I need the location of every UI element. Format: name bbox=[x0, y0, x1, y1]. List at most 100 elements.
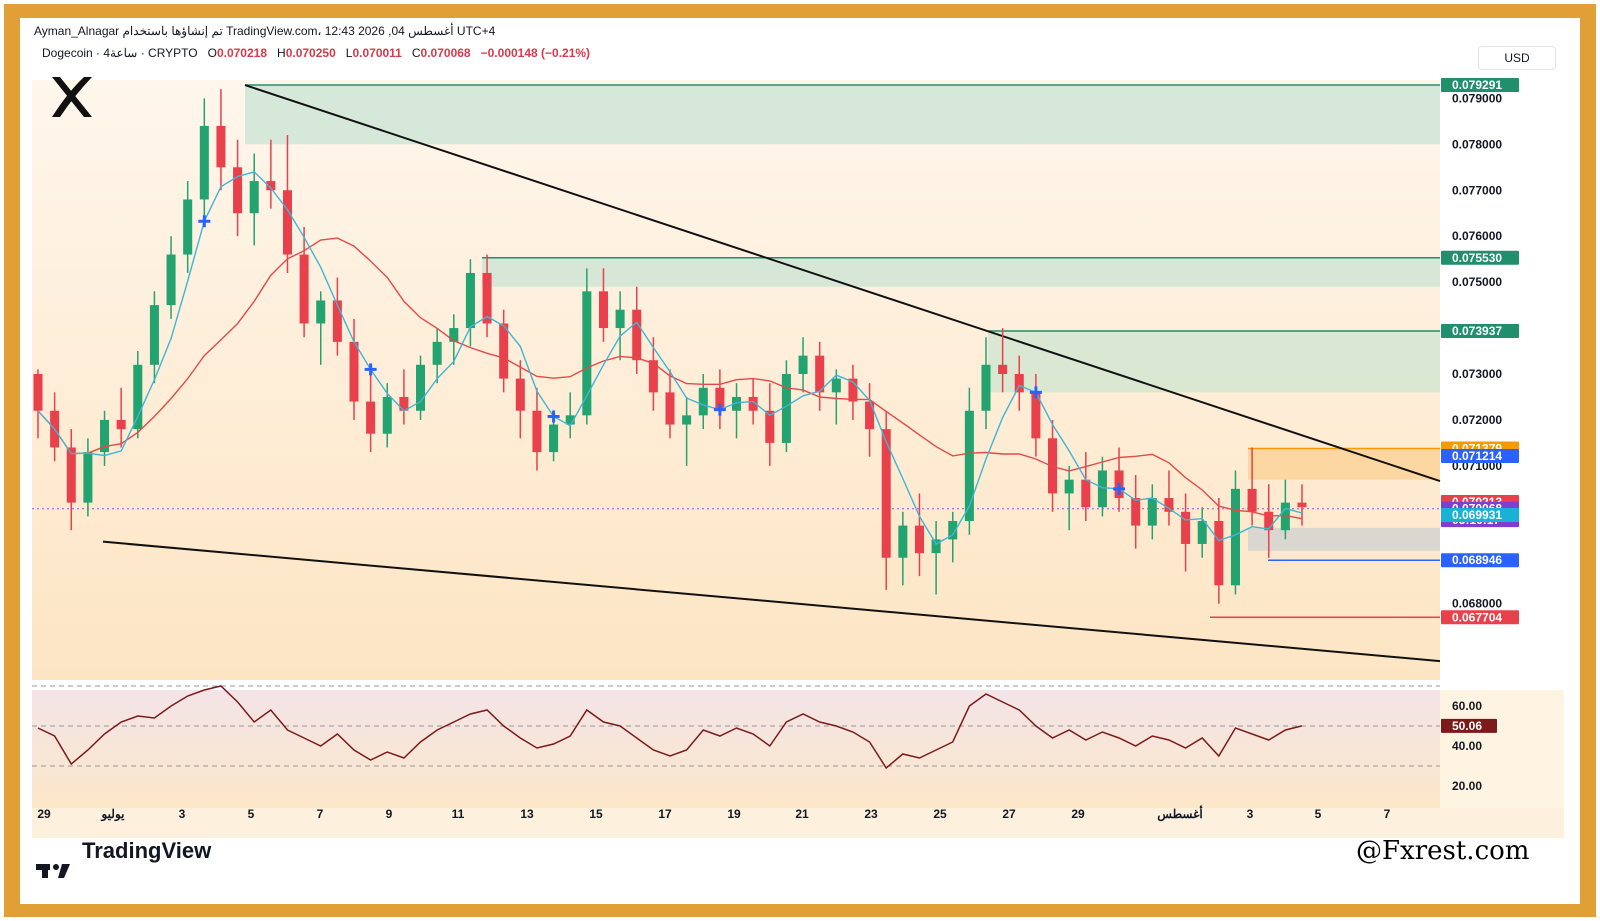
rsi-value-label: 50.06 bbox=[1452, 719, 1482, 733]
currency-button[interactable]: USD bbox=[1478, 46, 1556, 70]
rsi-layer bbox=[32, 685, 1440, 770]
candle-body bbox=[149, 305, 159, 365]
cross-marker-icon bbox=[1029, 386, 1042, 399]
low-label: L bbox=[345, 46, 353, 60]
cross-marker-icon bbox=[198, 215, 211, 228]
candle-body bbox=[948, 521, 958, 540]
candle-body bbox=[1014, 374, 1024, 393]
candle-body bbox=[515, 378, 525, 411]
candle-body bbox=[1131, 498, 1141, 526]
x-tick-label: يوليو bbox=[100, 807, 125, 822]
price-badge bbox=[1441, 553, 1519, 568]
cross-marker-icon bbox=[713, 403, 726, 416]
slow-moving-average-line bbox=[37, 237, 1303, 520]
y-tick-label: 0.079000 bbox=[1452, 91, 1502, 105]
price-badge-label: 0.069931 bbox=[1452, 508, 1502, 522]
candle-body bbox=[1147, 498, 1157, 526]
candle-body bbox=[100, 419, 110, 453]
price-badge-label: 0.068946 bbox=[1452, 553, 1502, 567]
symbol-title: Dogecoin · 4ساعة · CRYPTO bbox=[42, 46, 198, 60]
x-tick-label: 3 bbox=[1247, 807, 1254, 821]
candle-body bbox=[1280, 502, 1290, 531]
candle-body bbox=[931, 539, 941, 554]
candle-body bbox=[133, 364, 143, 430]
y-tick-label: 0.072000 bbox=[1452, 413, 1502, 427]
candle-body bbox=[898, 525, 908, 558]
x-tick-label: 29 bbox=[37, 807, 51, 821]
rsi-line bbox=[37, 685, 1303, 770]
candles-layer bbox=[33, 89, 1307, 604]
candle-body bbox=[83, 452, 93, 503]
price-badge bbox=[1441, 323, 1519, 338]
candle-body bbox=[748, 396, 758, 411]
tradingview-logo-text: TradingView bbox=[82, 838, 212, 863]
candle-body bbox=[632, 309, 642, 361]
price-badge-label: 0.067704 bbox=[1452, 610, 1502, 624]
candle-body bbox=[1297, 502, 1307, 508]
candle-body bbox=[199, 125, 209, 200]
x-tick-label: 13 bbox=[520, 807, 534, 821]
rsi-value-badge bbox=[1441, 718, 1497, 733]
candle-body bbox=[532, 410, 542, 453]
rsi-tick-label: 20.00 bbox=[1452, 779, 1482, 793]
time-axis-background bbox=[32, 808, 1564, 838]
y-tick-label: 0.077000 bbox=[1452, 183, 1502, 197]
candle-body bbox=[848, 378, 858, 402]
cross-marker-icon bbox=[1113, 482, 1126, 495]
open-label: O bbox=[207, 46, 217, 60]
price-badge bbox=[1441, 449, 1519, 464]
trendlines-layer bbox=[102, 84, 1441, 663]
y-tick-label: 0.078000 bbox=[1452, 137, 1502, 151]
x-tick-label: أغسطس bbox=[1157, 806, 1202, 822]
candle-body bbox=[1064, 479, 1074, 494]
y-tick-label: 0.073000 bbox=[1452, 367, 1502, 381]
candle-body bbox=[166, 254, 176, 306]
x-tick-label: 3 bbox=[179, 807, 186, 821]
candle-body bbox=[1197, 521, 1207, 544]
price-badge-label: 0.071214 bbox=[1452, 449, 1502, 463]
x-tick-label: 27 bbox=[1002, 807, 1016, 821]
zone-4 bbox=[1248, 448, 1440, 480]
candle-body bbox=[499, 323, 509, 379]
candle-body bbox=[981, 364, 991, 411]
change-value: −0.000148 (−0.21%) bbox=[480, 46, 591, 60]
candle-body bbox=[1097, 470, 1107, 508]
x-tick-label: 11 bbox=[452, 807, 465, 821]
x-tick-label: 5 bbox=[1315, 807, 1322, 821]
rsi-tick-label: 60.00 bbox=[1452, 699, 1482, 713]
candle-body bbox=[665, 392, 675, 425]
level-labels-layer: 0.0792910.0755300.0739370.0713790.071214… bbox=[1441, 78, 1519, 733]
x-tick-label: 5 bbox=[248, 807, 255, 821]
fast-moving-average-line bbox=[37, 171, 1303, 545]
candle-body bbox=[682, 415, 692, 425]
moving-averages-layer bbox=[37, 171, 1303, 545]
watermark-text: @Fxrest.com bbox=[1356, 836, 1530, 866]
x-tick-label: 17 bbox=[658, 807, 672, 821]
candle-body bbox=[698, 387, 708, 416]
zone-3 bbox=[988, 330, 1440, 393]
x-tick-label: 7 bbox=[1384, 807, 1391, 821]
candle-body bbox=[615, 309, 625, 329]
candle-body bbox=[416, 364, 426, 411]
candle-body bbox=[183, 199, 193, 255]
price-badge bbox=[1441, 507, 1519, 522]
candle-body bbox=[1081, 479, 1091, 508]
candle-body bbox=[332, 300, 342, 342]
y-tick-label: 0.068000 bbox=[1452, 597, 1502, 611]
candle-body bbox=[1181, 511, 1191, 544]
rsi-axis-background bbox=[1440, 690, 1564, 808]
close-value: 0.070068 bbox=[420, 46, 471, 60]
x-tick-label: 23 bbox=[864, 807, 878, 821]
candle-body bbox=[482, 272, 492, 324]
rsi-tick-label: 40.00 bbox=[1452, 739, 1482, 753]
candle-body bbox=[1247, 488, 1257, 512]
zone-1 bbox=[245, 85, 1440, 145]
candle-body bbox=[815, 355, 825, 393]
price-badge-label: 0.073937 bbox=[1452, 324, 1502, 338]
x-tick-label: 9 bbox=[386, 807, 393, 821]
x-logo-icon bbox=[52, 77, 92, 117]
candle-body bbox=[582, 291, 592, 416]
candle-body bbox=[549, 424, 559, 453]
x-tick-label: 29 bbox=[1071, 807, 1085, 821]
price-badge bbox=[1441, 250, 1519, 265]
